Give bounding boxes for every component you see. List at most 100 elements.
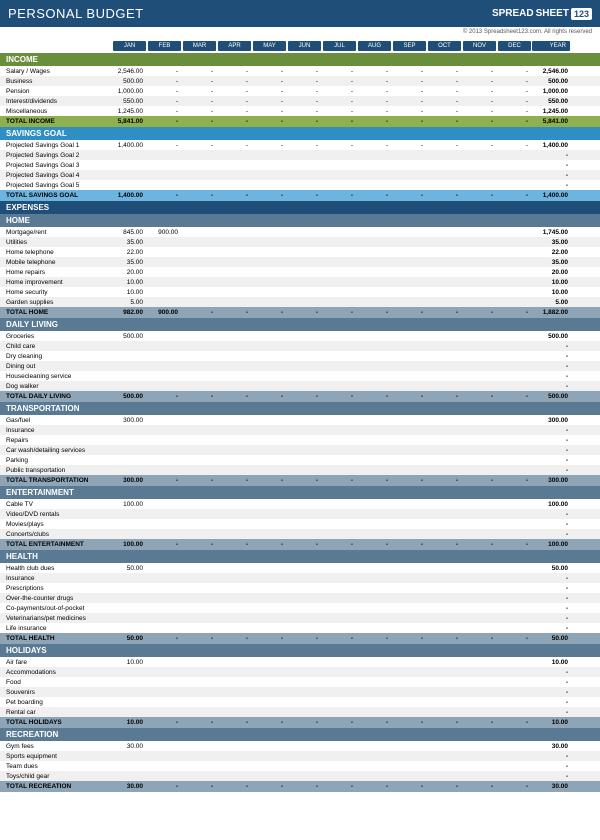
cell-value[interactable]: - <box>462 68 497 75</box>
logo-mid: SHEET <box>536 8 569 19</box>
cell-value[interactable]: - <box>252 142 287 149</box>
row-label: Concerts/clubs <box>4 531 112 538</box>
cell-value[interactable]: 5.00 <box>112 299 147 306</box>
cell-value[interactable]: - <box>287 78 322 85</box>
cell-value[interactable]: 1,245.00 <box>112 108 147 115</box>
cell-value[interactable]: 22.00 <box>112 249 147 256</box>
cell-value[interactable]: - <box>217 142 252 149</box>
cell-value[interactable]: - <box>392 142 427 149</box>
cell-value[interactable]: - <box>217 68 252 75</box>
cell-value[interactable]: 10.00 <box>112 659 147 666</box>
cell-value[interactable]: - <box>462 88 497 95</box>
cell-value[interactable]: - <box>322 142 357 149</box>
cell-value[interactable]: - <box>427 98 462 105</box>
cell-value[interactable]: - <box>357 78 392 85</box>
row-year-total: - <box>532 585 570 592</box>
data-row: Pet boarding- <box>0 697 600 707</box>
cell-value[interactable]: - <box>147 88 182 95</box>
cell-value[interactable]: - <box>217 98 252 105</box>
cell-value[interactable]: - <box>322 108 357 115</box>
cell-value[interactable]: 1,400.00 <box>112 142 147 149</box>
cell-value[interactable]: - <box>392 68 427 75</box>
cell-value[interactable]: 10.00 <box>112 289 147 296</box>
cell-value[interactable]: 845.00 <box>112 229 147 236</box>
cell-value[interactable]: - <box>217 108 252 115</box>
cell-value[interactable]: - <box>287 68 322 75</box>
cell-value[interactable]: - <box>357 68 392 75</box>
cell-value[interactable]: - <box>427 108 462 115</box>
cell-value[interactable]: - <box>147 142 182 149</box>
cell-value[interactable]: - <box>147 108 182 115</box>
cell-value[interactable]: - <box>497 98 532 105</box>
cell-value[interactable]: - <box>497 68 532 75</box>
cell-value[interactable]: 20.00 <box>112 269 147 276</box>
cell-value[interactable]: - <box>322 88 357 95</box>
cell-value[interactable]: 900.00 <box>147 229 182 236</box>
cell-value[interactable]: - <box>427 78 462 85</box>
cell-value[interactable]: - <box>147 98 182 105</box>
cell-value[interactable]: 35.00 <box>112 239 147 246</box>
cell-value[interactable]: 50.00 <box>112 565 147 572</box>
cell-value[interactable]: - <box>182 68 217 75</box>
data-row: Child care- <box>0 341 600 351</box>
cell-value[interactable]: - <box>252 78 287 85</box>
cell-value[interactable]: - <box>182 98 217 105</box>
cell-value[interactable]: 300.00 <box>112 417 147 424</box>
cell-value[interactable]: - <box>427 68 462 75</box>
total-cell: - <box>497 783 532 790</box>
cell-value[interactable]: - <box>427 142 462 149</box>
cell-value[interactable]: - <box>462 98 497 105</box>
cell-value[interactable]: - <box>392 98 427 105</box>
cell-value[interactable]: - <box>462 108 497 115</box>
cell-value[interactable]: - <box>357 108 392 115</box>
cell-value[interactable]: 500.00 <box>112 333 147 340</box>
cell-value[interactable]: - <box>392 88 427 95</box>
cell-value[interactable]: - <box>322 78 357 85</box>
cell-value[interactable]: - <box>322 68 357 75</box>
cell-value[interactable]: - <box>287 88 322 95</box>
total-cell: - <box>182 118 217 125</box>
logo-prefix: SPREAD <box>492 8 534 19</box>
total-cell: - <box>287 477 322 484</box>
cell-value[interactable]: - <box>357 98 392 105</box>
cell-value[interactable]: - <box>462 78 497 85</box>
cell-value[interactable]: - <box>252 68 287 75</box>
cell-value[interactable]: - <box>252 88 287 95</box>
cell-value[interactable]: - <box>252 98 287 105</box>
cell-value[interactable]: - <box>182 108 217 115</box>
cell-value[interactable]: - <box>287 108 322 115</box>
cell-value[interactable]: - <box>357 88 392 95</box>
cell-value[interactable]: 500.00 <box>112 78 147 85</box>
cell-value[interactable]: - <box>287 142 322 149</box>
cell-value[interactable]: 35.00 <box>112 259 147 266</box>
cell-value[interactable]: 550.00 <box>112 98 147 105</box>
cell-value[interactable]: - <box>497 142 532 149</box>
cell-value[interactable]: - <box>497 88 532 95</box>
data-row: Souvenirs- <box>0 687 600 697</box>
row-label: Gym fees <box>4 743 112 750</box>
cell-value[interactable]: - <box>357 142 392 149</box>
total-cell: - <box>147 719 182 726</box>
row-label: Mobile telephone <box>4 259 112 266</box>
cell-value[interactable]: 2,546.00 <box>112 68 147 75</box>
cell-value[interactable]: - <box>392 108 427 115</box>
cell-value[interactable]: 10.00 <box>112 279 147 286</box>
cell-value[interactable]: - <box>182 142 217 149</box>
cell-value[interactable]: - <box>287 98 322 105</box>
cell-value[interactable]: - <box>217 88 252 95</box>
cell-value[interactable]: - <box>427 88 462 95</box>
cell-value[interactable]: 30.00 <box>112 743 147 750</box>
cell-value[interactable]: 100.00 <box>112 501 147 508</box>
cell-value[interactable]: - <box>322 98 357 105</box>
cell-value[interactable]: - <box>462 142 497 149</box>
cell-value[interactable]: - <box>147 68 182 75</box>
cell-value[interactable]: - <box>147 78 182 85</box>
cell-value[interactable]: 1,000.00 <box>112 88 147 95</box>
cell-value[interactable]: - <box>182 78 217 85</box>
cell-value[interactable]: - <box>182 88 217 95</box>
cell-value[interactable]: - <box>392 78 427 85</box>
cell-value[interactable]: - <box>252 108 287 115</box>
cell-value[interactable]: - <box>497 78 532 85</box>
cell-value[interactable]: - <box>217 78 252 85</box>
cell-value[interactable]: - <box>497 108 532 115</box>
